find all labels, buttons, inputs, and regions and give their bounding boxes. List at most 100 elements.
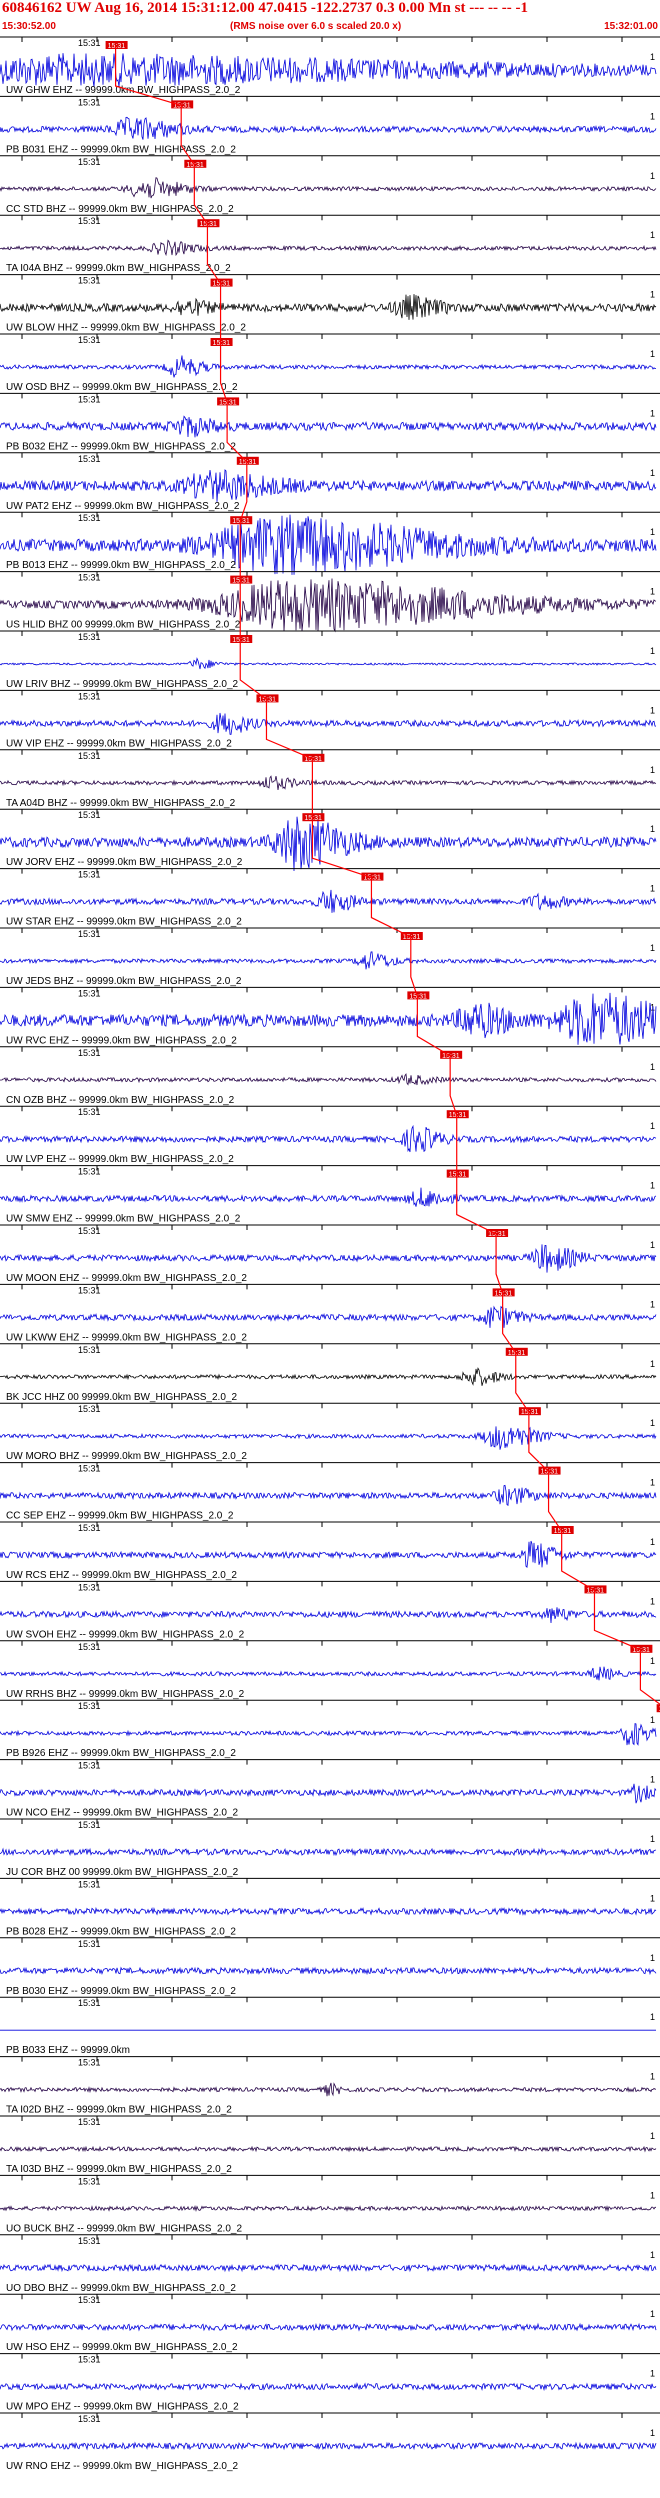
tick-label: 15:31: [78, 810, 101, 820]
end-label: 1: [650, 943, 655, 953]
waveform-line: [0, 2204, 656, 2212]
trace-panel: 15:31 1 15:31 UW MOON EHZ -- 99999.0km BW_H…: [0, 1224, 660, 1284]
trace-panel: 15:31 1 15:31 UW MORO BHZ -- 99999.0km BW_H…: [0, 1402, 660, 1462]
moveout-line: [115, 46, 660, 1706]
tick-label: 15:31: [78, 1939, 101, 1949]
station-label: TA A04D BHZ -- 99999.0km BW_HIGHPASS_2.0…: [6, 798, 236, 809]
pick-marker: [446, 1169, 469, 1178]
end-label: 1: [650, 230, 655, 240]
station-label: UW MOON EHZ -- 99999.0km BW_HIGHPASS_2.0…: [6, 1273, 247, 1284]
pick-marker: [302, 813, 325, 822]
waveform-line: [0, 1426, 657, 1450]
pick-label: 15:31: [495, 1290, 513, 1297]
station-label: PB B013 EHZ -- 99999.0km BW_HIGHPASS_2.0…: [6, 560, 236, 571]
pick-marker: [584, 1585, 607, 1594]
trace-panel: 15:31 1 15:31 CN OZB BHZ -- 99999.0km BW_HI…: [0, 1046, 660, 1106]
end-label: 1: [650, 705, 655, 715]
tick-label: 15:31: [78, 2236, 101, 2246]
pick-marker: [210, 338, 233, 346]
trace-panel: 15:31 1 15:31 UW STAR EHZ -- 99999.0km BW_H…: [0, 868, 660, 928]
pick-marker: [551, 1526, 574, 1534]
pick-label: 15:31: [409, 993, 427, 1000]
tick-label: 15:31: [78, 38, 101, 48]
station-label: PB B031 EHZ -- 99999.0km BW_HIGHPASS_2.0…: [6, 144, 236, 155]
tick-label: 15:31: [78, 394, 101, 404]
end-label: 1: [650, 1893, 655, 1903]
pick-marker: [407, 991, 430, 1000]
trace-panel: 15:31 1 15:31 UW PAT2 EHZ -- 99999.0km BW_H…: [0, 452, 660, 512]
waveform-line: [0, 294, 657, 320]
end-label: 1: [650, 2309, 655, 2319]
pick-marker: [440, 1050, 463, 1059]
trace-panel: 15:31 1 15:31 PB B031 EHZ -- 99999.0km BW_H…: [0, 95, 660, 155]
station-label: UW MORO BHZ -- 99999.0km BW_HIGHPASS_2.0…: [6, 1451, 247, 1462]
end-label: 1: [650, 884, 655, 894]
tick-label: 15:31: [78, 929, 101, 939]
pick-marker: [492, 1288, 515, 1297]
tick-label: 15:31: [78, 1701, 101, 1711]
pick-marker: [217, 397, 240, 406]
waveform-line: [0, 712, 657, 735]
trace-panel: 15:31 1 15:31 UW GHW EHZ -- 99999.0km BW_HI…: [0, 36, 660, 96]
end-label: 1: [650, 2131, 655, 2141]
pick-label: 15:31: [232, 637, 250, 644]
trace-panel: 15:31 1 UW HSO EHZ -- 99999.0km BW_HIGHPAS…: [0, 2293, 660, 2353]
tick-label: 15:31: [78, 1879, 101, 1889]
end-label: 1: [650, 1062, 655, 1072]
pick-marker: [630, 1644, 653, 1653]
trace-panel: 15:31 1 15:31 UW SVOH EHZ -- 99999.0km BW_H…: [0, 1580, 660, 1640]
station-label: TA I03D BHZ -- 99999.0km BW_HIGHPASS_2.0…: [6, 2164, 232, 2175]
end-label: 1: [650, 349, 655, 359]
trace-panel: 15:31 1 UW MPO EHZ -- 99999.0km BW_HIGHPAS…: [0, 2353, 660, 2413]
waveform-line: [0, 2082, 657, 2097]
station-label: UW BLOW HHZ -- 99999.0km BW_HIGHPASS_2.0…: [6, 323, 246, 334]
waveform-line: [0, 1367, 657, 1386]
waveform-line: [0, 1966, 657, 1976]
station-label: UO BUCK BHZ -- 99999.0km BW_HIGHPASS_2.0…: [6, 2223, 242, 2234]
pick-label: 15:31: [219, 399, 237, 406]
pick-marker: [505, 1347, 528, 1356]
pick-label: 15:31: [108, 43, 126, 50]
end-label: 1: [650, 1002, 655, 1012]
station-label: UW HSO EHZ -- 99999.0km BW_HIGHPASS_2.0_…: [6, 2342, 238, 2353]
end-label: 1: [650, 2428, 655, 2438]
end-label: 1: [650, 1775, 655, 1785]
trace-panel: 15:31 1 15:31 UW JEDS BHZ -- 99999.0km BW_H…: [0, 927, 660, 987]
end-label: 1: [650, 2250, 655, 2260]
waveform-line: [0, 1906, 657, 1916]
waveform-line: [0, 578, 657, 633]
pick-marker: [361, 872, 384, 881]
station-label: UW GHW EHZ -- 99999.0km BW_HIGHPASS_2.0_…: [6, 85, 241, 96]
end-label: 1: [650, 2190, 655, 2200]
waveform-line: [0, 1723, 657, 1746]
tick-label: 15:31: [78, 1404, 101, 1414]
station-label: UW RVC EHZ -- 99999.0km BW_HIGHPASS_2.0_…: [6, 1035, 237, 1046]
waveform-line: [0, 1666, 657, 1681]
waveform-line: [0, 2145, 657, 2153]
waveform-line: [0, 2441, 657, 2451]
end-label: 1: [650, 468, 655, 478]
waveform-line: [0, 469, 657, 502]
pick-label: 15:31: [521, 1409, 539, 1416]
station-label: TA I04A BHZ -- 99999.0km BW_HIGHPASS_2.0…: [6, 263, 231, 274]
end-label: 1: [650, 2012, 655, 2022]
trace-panel: 15:31 1 15:31 UW LRIV BHZ -- 99999.0km BW_H…: [0, 630, 660, 690]
start-time-label: 15:30:52.00: [2, 21, 56, 32]
pick-marker: [302, 753, 325, 762]
station-label: PB B926 EHZ -- 99999.0km BW_HIGHPASS_2.0…: [6, 1748, 236, 1759]
end-label: 1: [650, 290, 655, 300]
station-label: UW PAT2 EHZ -- 99999.0km BW_HIGHPASS_2.0…: [6, 501, 240, 512]
scale-note: (RMS noise over 6.0 s scaled 20.0 x): [230, 21, 402, 32]
waveform-line: [0, 1847, 657, 1857]
waveform-line: [0, 1187, 657, 1207]
trace-panel: 15:31 1 15:31 PB B926 EHZ -- 99999.0km BW_H…: [0, 1699, 660, 1759]
trace-panel: 15:31 1 15:31 TA A04D BHZ -- 99999.0km BW_H…: [0, 749, 660, 809]
tick-label: 15:31: [78, 1107, 101, 1117]
station-label: UW SMW EHZ -- 99999.0km BW_HIGHPASS_2.0_…: [6, 1214, 241, 1225]
pick-label: 15:31: [199, 221, 217, 228]
pick-marker: [230, 635, 253, 643]
tick-label: 15:31: [78, 1345, 101, 1355]
end-label: 1: [650, 1181, 655, 1191]
trace-panel: 15:31 1 15:31 UW RVC EHZ -- 99999.0km BW_HI…: [0, 986, 660, 1046]
tick-label: 15:31: [78, 2414, 101, 2424]
